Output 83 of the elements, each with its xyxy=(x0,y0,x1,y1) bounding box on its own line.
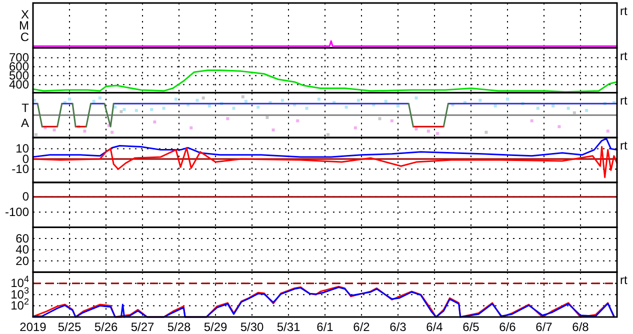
point xyxy=(150,108,154,111)
x-tick-label: 5/26 xyxy=(94,320,118,334)
x-tick-label: 6/2 xyxy=(353,320,370,334)
point xyxy=(68,98,71,101)
point xyxy=(52,128,56,132)
point xyxy=(585,108,588,112)
x-tick-label: 5/29 xyxy=(204,320,228,334)
point xyxy=(196,98,199,102)
x-tick-label: 6/7 xyxy=(536,320,553,334)
point xyxy=(384,100,388,103)
point xyxy=(530,119,534,122)
x-tick-label: 2019 xyxy=(20,320,47,334)
x-tick-label: 6/5 xyxy=(462,320,480,334)
point xyxy=(98,96,102,100)
point xyxy=(558,125,561,128)
point xyxy=(356,98,360,102)
text: T xyxy=(22,100,30,115)
line-series xyxy=(32,138,618,158)
point xyxy=(606,130,610,133)
point xyxy=(34,133,38,136)
line-series xyxy=(32,146,618,178)
point xyxy=(484,130,488,134)
point xyxy=(354,126,357,130)
point xyxy=(305,106,308,110)
x-tick-label: 6/1 xyxy=(316,320,334,334)
point xyxy=(153,120,156,124)
point xyxy=(566,106,570,110)
x-tick-label: 6/4 xyxy=(426,320,444,334)
x-tick-label: 5/30 xyxy=(240,320,264,334)
point xyxy=(266,116,269,119)
text: rt xyxy=(620,4,628,18)
x-tick-label: 5/31 xyxy=(276,320,300,334)
point xyxy=(396,104,400,108)
point xyxy=(478,98,482,102)
point xyxy=(317,98,320,101)
text: rt xyxy=(620,138,628,153)
point xyxy=(256,106,260,109)
x-tick-label: 5/28 xyxy=(167,320,191,334)
y-tick-label: 0 xyxy=(22,190,30,204)
point xyxy=(110,130,114,134)
point xyxy=(494,104,497,108)
text: rt xyxy=(620,48,628,63)
text: X xyxy=(20,7,29,22)
point xyxy=(190,126,193,130)
text: rt xyxy=(620,94,628,108)
point xyxy=(414,96,418,100)
point xyxy=(326,133,330,136)
y-tick-label: 60 xyxy=(16,231,30,246)
point xyxy=(202,96,205,100)
point xyxy=(414,127,418,130)
y-tick-label: -100 xyxy=(4,204,30,219)
point xyxy=(344,106,348,109)
text: rt xyxy=(620,273,628,288)
point xyxy=(436,132,440,135)
point xyxy=(426,130,430,133)
point xyxy=(120,110,123,114)
x-tick-label: 6/6 xyxy=(499,320,516,334)
point xyxy=(552,104,555,108)
point xyxy=(536,106,540,110)
point xyxy=(296,119,300,122)
point xyxy=(272,128,275,132)
x-tick-label: 5/25 xyxy=(58,320,82,334)
point xyxy=(244,100,248,103)
point xyxy=(378,117,382,120)
point xyxy=(390,119,394,122)
point xyxy=(92,100,96,103)
point xyxy=(280,98,284,102)
x-tick-label: 6/3 xyxy=(390,320,407,334)
point xyxy=(83,130,86,133)
text: A xyxy=(20,116,29,130)
point xyxy=(572,111,576,114)
point xyxy=(134,108,138,112)
line-series xyxy=(32,70,618,93)
point xyxy=(174,98,178,101)
point xyxy=(241,95,244,98)
point xyxy=(232,106,236,110)
point xyxy=(226,117,230,120)
point xyxy=(162,106,166,110)
point xyxy=(208,104,211,108)
point xyxy=(506,98,509,101)
x-tick-label: 6/8 xyxy=(572,320,590,334)
x-tick-label: 5/27 xyxy=(130,320,154,334)
point xyxy=(122,108,126,111)
